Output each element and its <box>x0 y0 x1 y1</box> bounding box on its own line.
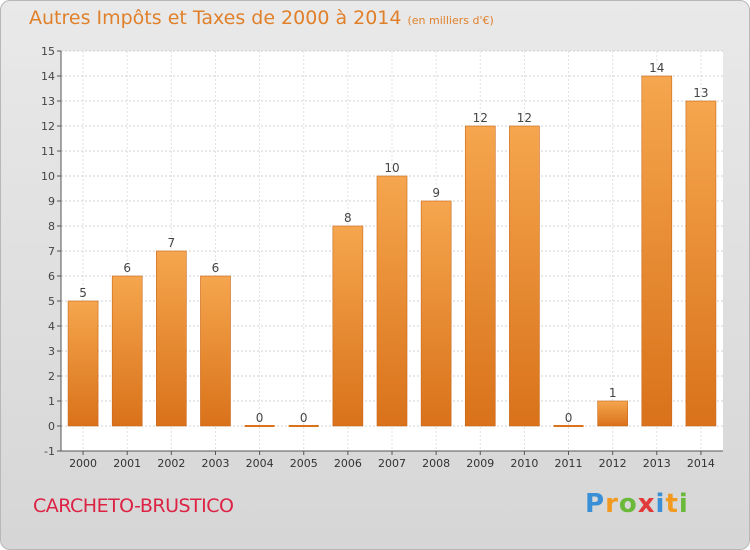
logo-letter: o <box>618 489 638 519</box>
x-tick-label: 2000 <box>69 457 97 470</box>
y-tick-label: 13 <box>41 95 55 108</box>
logo-letter: x <box>637 489 656 519</box>
bar-value-label: 1 <box>609 386 617 400</box>
bar <box>288 425 319 427</box>
y-tick-label: 3 <box>48 345 55 358</box>
y-tick-label: 12 <box>41 120 55 133</box>
axes <box>57 50 723 455</box>
x-tick-label: 2003 <box>201 457 229 470</box>
bar <box>509 125 540 427</box>
y-tick-label: 2 <box>48 370 55 383</box>
bar <box>464 125 496 427</box>
y-tick-label: 14 <box>41 70 55 83</box>
x-tick-label: 2001 <box>113 457 141 470</box>
y-tick-label: 4 <box>48 320 55 333</box>
bar-value-label: 5 <box>79 286 87 300</box>
bar-value-label: 0 <box>256 411 264 425</box>
x-tick-label: 2013 <box>643 457 671 470</box>
bar <box>332 225 364 427</box>
logo-letter: P <box>585 489 606 519</box>
x-tick-label: 2010 <box>510 457 538 470</box>
bar <box>244 425 275 427</box>
bar-value-label: 14 <box>649 61 664 75</box>
bar <box>553 425 584 427</box>
bar-value-label: 13 <box>693 86 708 100</box>
bar-value-label: 0 <box>565 411 573 425</box>
x-tick-label: 2004 <box>246 457 274 470</box>
bar-value-label: 7 <box>168 236 176 250</box>
bar <box>597 400 628 427</box>
y-tick-label: 15 <box>41 45 55 58</box>
logo-letter: i <box>678 489 689 519</box>
bar-value-label: 12 <box>517 111 532 125</box>
proxiti-logo: Proxiti <box>585 489 689 519</box>
logo-letter: r <box>605 489 619 519</box>
y-tick-label: -1 <box>44 445 55 458</box>
bar <box>641 75 673 427</box>
bar-value-label: 6 <box>212 261 220 275</box>
bar <box>156 250 187 427</box>
bar-value-label: 12 <box>473 111 488 125</box>
bar <box>111 275 143 427</box>
logo-letter: i <box>655 489 666 519</box>
x-tick-label: 2011 <box>555 457 583 470</box>
bar-value-label: 6 <box>123 261 131 275</box>
x-tick-label: 2008 <box>422 457 450 470</box>
y-tick-label: 8 <box>48 220 55 233</box>
bar-value-label: 0 <box>300 411 308 425</box>
chart-title: Autres Impôts et Taxes de 2000 à 2014 (en… <box>29 7 494 29</box>
bar <box>200 275 231 427</box>
y-tick-label: 5 <box>48 295 55 308</box>
logo-letter: t <box>665 489 679 519</box>
x-tick-label: 2006 <box>334 457 362 470</box>
x-tick-label: 2005 <box>290 457 318 470</box>
y-tick-label: 7 <box>48 245 55 258</box>
x-tick-label: 2002 <box>157 457 185 470</box>
x-tick-label: 2012 <box>599 457 627 470</box>
x-tick-label: 2009 <box>466 457 494 470</box>
chart-unit: (en milliers d'€) <box>407 14 494 27</box>
commune-name: CARCHETO-BRUSTICO <box>33 495 234 517</box>
chart-title-text: Autres Impôts et Taxes de 2000 à 2014 <box>29 7 402 29</box>
y-tick-label: 1 <box>48 395 55 408</box>
y-tick-label: 10 <box>41 170 55 183</box>
bar <box>420 200 452 427</box>
data-labels: 5 6 7 6 0 0 8 10 9 12 12 0 1 14 13 <box>79 61 708 425</box>
y-tick-label: 11 <box>41 145 55 158</box>
y-tick-label: 9 <box>48 195 55 208</box>
y-tick-label: 6 <box>48 270 55 283</box>
x-tick-label: 2007 <box>378 457 406 470</box>
bars <box>67 75 717 427</box>
bar <box>376 175 408 427</box>
bar-value-label: 8 <box>344 211 352 225</box>
bar-value-label: 9 <box>432 186 440 200</box>
bar <box>67 300 99 427</box>
bar-value-label: 10 <box>384 161 399 175</box>
bar <box>685 100 717 427</box>
x-tick-label: 2014 <box>687 457 715 470</box>
y-tick-label: 0 <box>48 420 55 433</box>
